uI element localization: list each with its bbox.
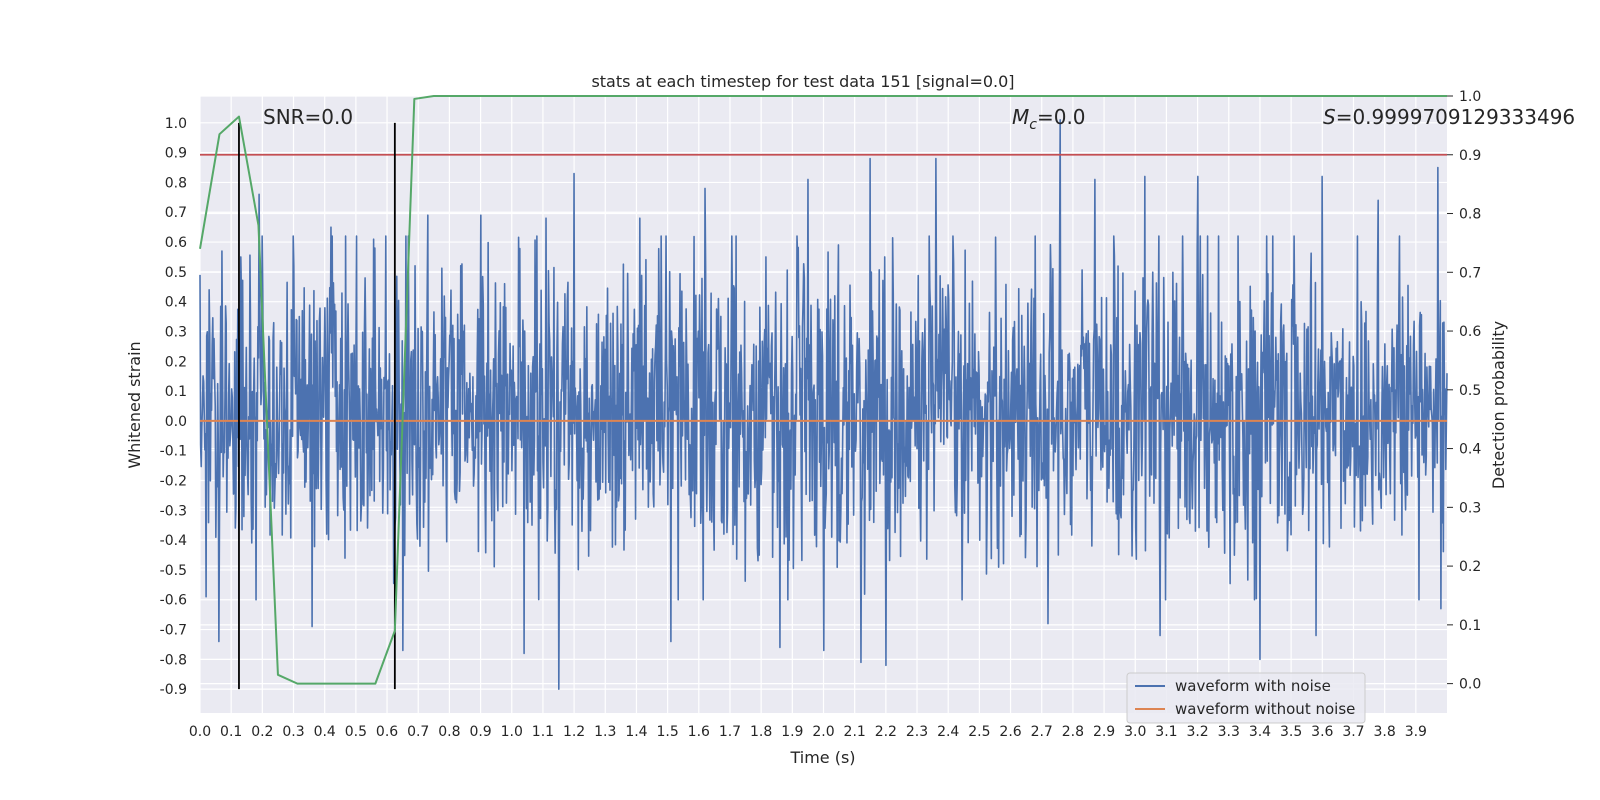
- noise-waveform-line: [199, 119, 1448, 690]
- x-tick-label: 3.4: [1249, 724, 1271, 740]
- legend-label-clean: waveform without noise: [1175, 700, 1355, 718]
- y-left-tick-label: -0.5: [160, 563, 187, 579]
- y-right-tick-label: 0.0: [1459, 677, 1481, 693]
- x-tick-label: 2.9: [1093, 724, 1115, 740]
- x-tick-label: 0.5: [345, 724, 367, 740]
- y-left-tick-label: -0.8: [160, 652, 187, 668]
- x-tick-label: 3.5: [1280, 724, 1302, 740]
- x-tick-label: 0.1: [220, 724, 242, 740]
- y-left-tick-label: 0.9: [165, 146, 187, 162]
- chirp-mass-value: =0.0: [1037, 105, 1086, 129]
- x-tick-label: 3.6: [1311, 724, 1333, 740]
- x-tick-label: 2.6: [999, 724, 1021, 740]
- y-left-tick-label: -0.4: [160, 533, 187, 549]
- y-left-tick-label: 1.0: [165, 116, 187, 132]
- x-tick-label: 2.5: [968, 724, 990, 740]
- y-left-tick-label: 0.1: [165, 384, 187, 400]
- x-tick-label: 1.9: [781, 724, 803, 740]
- score-symbol: S: [1323, 105, 1336, 129]
- score-value: =0.9999709129333496: [1336, 105, 1575, 129]
- detection-probability-line: [199, 95, 1447, 685]
- x-tick-label: 2.2: [875, 724, 897, 740]
- legend: waveform with noise waveform without noi…: [1126, 672, 1366, 724]
- x-tick-label: 1.6: [688, 724, 710, 740]
- y-right-tick-label: 0.3: [1459, 500, 1481, 516]
- x-tick-label: 0.0: [189, 724, 211, 740]
- y-right-tick-label: 0.8: [1459, 207, 1481, 223]
- y-left-tick-label: 0.0: [165, 414, 187, 430]
- y-right-axis-label: Detection probability: [1489, 321, 1508, 489]
- x-tick-label: 3.2: [1186, 724, 1208, 740]
- y-left-tick-label: -0.6: [160, 593, 187, 609]
- y-left-tick-label: 0.6: [165, 235, 187, 251]
- noise-waveform: [199, 119, 1448, 690]
- legend-box: [1126, 672, 1366, 724]
- x-tick-label: 2.0: [812, 724, 834, 740]
- x-tick-label: 0.3: [282, 724, 304, 740]
- y-left-tick-label: 0.5: [165, 265, 187, 281]
- x-tick-label: 2.4: [937, 724, 959, 740]
- x-tick-label: 1.8: [750, 724, 772, 740]
- y-left-tick-label: 0.2: [165, 354, 187, 370]
- x-tick-label: 3.1: [1155, 724, 1177, 740]
- legend-label-noise: waveform with noise: [1175, 677, 1331, 695]
- y-left-tick-label: 0.3: [165, 324, 187, 340]
- x-tick-label: 1.0: [501, 724, 523, 740]
- score-annotation: S=0.9999709129333496: [1323, 105, 1575, 129]
- x-tick-label: 1.7: [719, 724, 741, 740]
- x-axis-ticks: 0.0 0.1 0.2 0.3 0.4 0.5 0.6 0.7 0.8 0.9 1.0 1.1 1.2 1…: [189, 724, 1427, 740]
- y-right-tick-label: 0.6: [1459, 324, 1481, 340]
- y-left-tick-label: -0.7: [160, 623, 187, 639]
- x-tick-label: 0.7: [407, 724, 429, 740]
- chirp-mass-annotation: Mc=0.0: [1012, 105, 1086, 133]
- y-left-tick-label: 0.8: [165, 175, 187, 191]
- y-right-tick-label: 0.9: [1459, 148, 1481, 164]
- x-tick-label: 3.7: [1342, 724, 1364, 740]
- y-left-tick-label: -0.2: [160, 474, 187, 490]
- y-left-axis-ticks: 1.0 0.9 0.8 0.7 0.6 0.5 0.4 0.3 0.2 0.1 0.0 -0.1 -0.…: [160, 116, 187, 698]
- y-right-tick-label: 0.5: [1459, 383, 1481, 399]
- x-tick-label: 2.1: [844, 724, 866, 740]
- y-left-tick-label: -0.9: [160, 682, 187, 698]
- x-tick-label: 2.8: [1062, 724, 1084, 740]
- y-left-tick-label: 0.7: [165, 205, 187, 221]
- y-left-tick-label: -0.3: [160, 503, 187, 519]
- chirp-mass-symbol: M: [1012, 105, 1029, 129]
- x-tick-label: 0.4: [314, 724, 336, 740]
- x-tick-label: 1.1: [532, 724, 554, 740]
- y-right-tick-label: 0.7: [1459, 265, 1481, 281]
- x-tick-label: 0.6: [376, 724, 398, 740]
- x-tick-label: 1.2: [563, 724, 585, 740]
- x-tick-label: 3.3: [1218, 724, 1240, 740]
- x-tick-label: 3.0: [1124, 724, 1146, 740]
- chart-title: stats at each timestep for test data 151…: [591, 72, 1014, 91]
- x-tick-label: 2.3: [906, 724, 928, 740]
- line-layer: [199, 95, 1447, 690]
- y-right-tick-label: 0.2: [1459, 559, 1481, 575]
- chirp-mass-subscript: c: [1029, 117, 1037, 133]
- x-tick-label: 2.7: [1031, 724, 1053, 740]
- y-left-tick-label: 0.4: [165, 295, 187, 311]
- x-tick-label: 3.8: [1374, 724, 1396, 740]
- snr-annotation: SNR=0.0: [263, 105, 353, 129]
- y-left-tick-label: -0.1: [160, 444, 187, 460]
- y-right-tick-label: 0.4: [1459, 442, 1481, 458]
- x-tick-label: 0.9: [469, 724, 491, 740]
- y-right-axis-ticks: 1.0 0.9 0.8 0.7 0.6 0.5 0.4 0.3 0.2 0.1 0.0: [1447, 89, 1481, 693]
- x-tick-label: 1.4: [625, 724, 647, 740]
- y-left-axis-label: Whitened strain: [125, 341, 144, 468]
- x-axis-label: Time (s): [789, 748, 855, 767]
- x-tick-label: 0.2: [251, 724, 273, 740]
- y-right-tick-label: 0.1: [1459, 618, 1481, 634]
- x-tick-label: 0.8: [438, 724, 460, 740]
- y-right-tick-label: 1.0: [1459, 89, 1481, 105]
- x-tick-label: 1.5: [656, 724, 678, 740]
- x-tick-label: 1.3: [594, 724, 616, 740]
- x-tick-label: 3.9: [1405, 724, 1427, 740]
